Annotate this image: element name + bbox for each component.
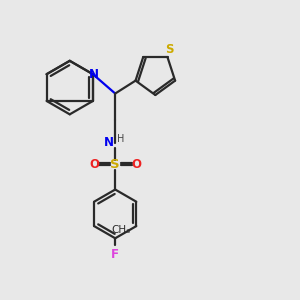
- Text: N: N: [89, 68, 99, 81]
- Text: N: N: [104, 136, 114, 149]
- Text: H: H: [118, 134, 125, 144]
- Text: F: F: [111, 248, 119, 261]
- Text: S: S: [165, 43, 173, 56]
- Text: CH₃: CH₃: [112, 225, 131, 235]
- Text: O: O: [131, 158, 141, 171]
- Text: O: O: [89, 158, 99, 171]
- Text: S: S: [110, 158, 120, 171]
